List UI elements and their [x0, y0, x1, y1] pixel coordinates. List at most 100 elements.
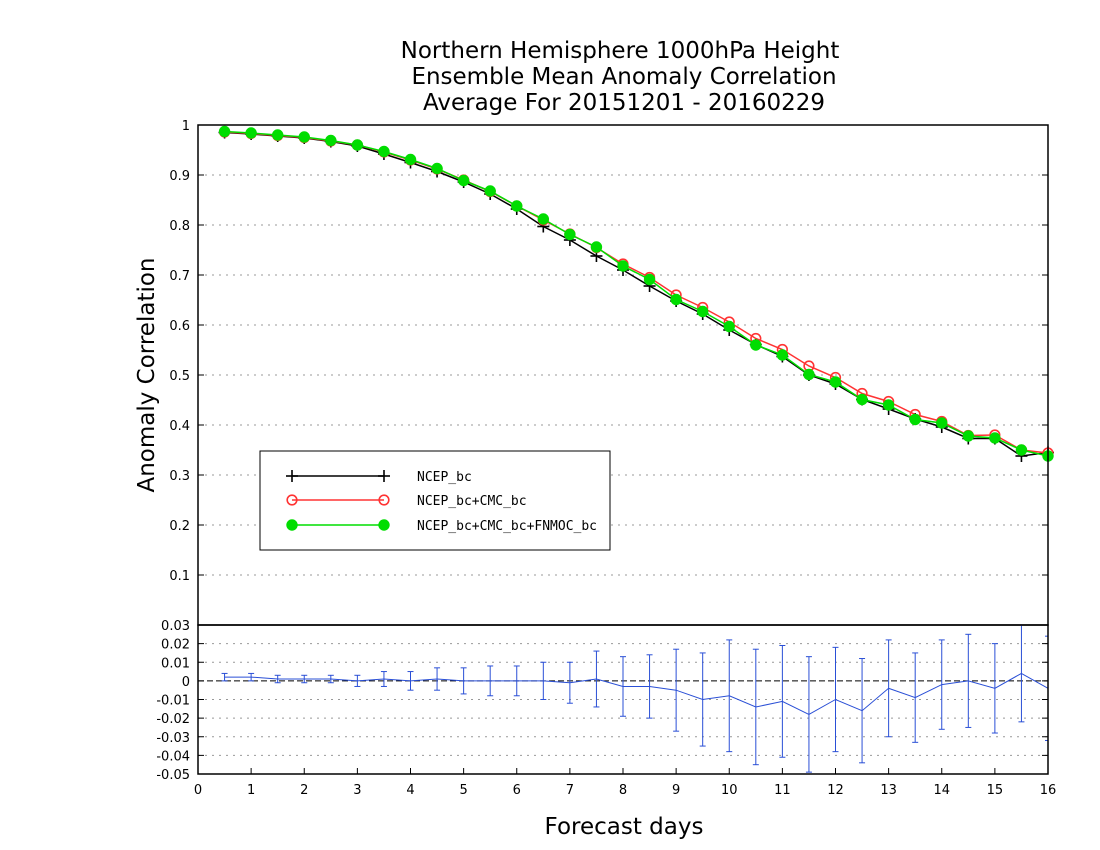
main-y-tick-label: 0.8	[169, 219, 190, 234]
x-tick-label: 13	[880, 783, 897, 798]
series-point	[351, 139, 364, 151]
series-point	[404, 153, 417, 166]
diff-error-bar	[380, 671, 387, 687]
legend-marker	[286, 470, 298, 482]
series-0	[218, 126, 1054, 462]
series-point	[723, 320, 735, 333]
x-tick-label: 10	[721, 783, 738, 798]
x-tick-label: 14	[933, 783, 950, 798]
legend-entry: NCEP_bc+CMC_bc	[286, 494, 527, 509]
diff-error-bar	[1045, 635, 1048, 741]
x-tick-label: 9	[672, 783, 680, 798]
main-series-group	[218, 125, 1054, 462]
legend-items: NCEP_bc NCEP_bc+CMC_bc NCEP_bc+CMC_bc+FNMO…	[286, 470, 597, 534]
diff-series-group	[221, 625, 1048, 773]
diff-error-bar	[620, 656, 626, 717]
diff-y-tick-label: -0.04	[156, 749, 190, 764]
series-point	[537, 213, 550, 225]
series-point	[670, 293, 682, 306]
diff-error-bar	[540, 661, 547, 700]
series-point	[564, 228, 576, 241]
series-point	[298, 131, 310, 143]
series-2	[218, 125, 1054, 462]
series-line	[224, 130, 1049, 457]
diff-y-tick-label: 0.01	[161, 656, 190, 671]
main-y-tick-label: 0.4	[169, 419, 190, 434]
title-line-1: Northern Hemisphere 1000hPa Height	[401, 38, 840, 64]
main-plot-area: 0.1 0.2 0.3 0.4 0.5 0.6 0.7 0.8 0.9 1 Anomaly Cor…	[134, 119, 1054, 626]
legend-marker	[286, 494, 298, 506]
diff-error-bar	[912, 652, 919, 743]
diff-y-tick-label: -0.02	[156, 712, 190, 727]
series-point	[457, 174, 470, 187]
diff-y-tick-label: 0.02	[161, 638, 190, 653]
x-tick-label: 5	[459, 783, 467, 798]
main-y-tick-label: 0.3	[169, 469, 190, 484]
legend: NCEP_bc NCEP_bc+CMC_bc NCEP_bc+CMC_bc+FNMO…	[259, 450, 611, 551]
x-tick-label: 3	[353, 783, 361, 798]
main-y-ticks: 0.1 0.2 0.3 0.4 0.5 0.6 0.7 0.8 0.9 1	[169, 119, 1048, 584]
diff-y-tick-label: -0.01	[156, 694, 190, 709]
series-point	[325, 134, 337, 147]
main-y-tick-label: 0.6	[169, 319, 190, 334]
title-line-2: Ensemble Mean Anomaly Correlation	[411, 64, 836, 90]
diff-error-bar	[434, 667, 441, 691]
diff-error-bar	[1018, 625, 1025, 723]
series-point	[617, 260, 629, 272]
diff-y-tick-label: 0	[182, 675, 190, 690]
series-point	[245, 127, 257, 139]
diff-error-bar	[487, 665, 494, 697]
main-y-tick-label: 0.1	[169, 569, 190, 584]
series-point	[431, 162, 443, 175]
legend-label: NCEP_bc+CMC_bc	[417, 494, 527, 509]
diff-error-bar	[699, 652, 706, 747]
diff-error-bar	[327, 674, 334, 684]
series-line	[224, 131, 1049, 457]
diff-error-bar	[566, 661, 573, 704]
diff-error-bar	[938, 639, 945, 730]
legend-marker	[378, 519, 390, 531]
diff-series	[221, 625, 1048, 773]
series-point	[484, 185, 496, 197]
series-point	[218, 125, 231, 138]
diff-error-bar	[221, 672, 228, 682]
series-point	[271, 129, 284, 141]
legend-label: NCEP_bc+CMC_bc+FNMOC_bc	[417, 519, 597, 534]
diff-error-bar	[301, 674, 308, 684]
series-point	[909, 413, 921, 426]
diff-error-bar	[779, 644, 786, 758]
diff-line	[224, 672, 1048, 715]
series-point	[882, 399, 895, 411]
y-axis-title: Anomaly Correlation	[134, 257, 160, 492]
diff-error-bar	[832, 646, 839, 753]
x-tick-label: 7	[566, 783, 574, 798]
series-point	[511, 200, 523, 212]
diff-error-bar	[274, 674, 281, 684]
diff-error-bar	[805, 656, 812, 773]
x-tick-label: 6	[513, 783, 521, 798]
series-point	[590, 241, 603, 253]
legend-marker	[378, 470, 390, 482]
x-tick-label: 8	[619, 783, 627, 798]
series-point	[750, 339, 762, 351]
series-point	[378, 145, 390, 158]
legend-entry: NCEP_bc	[286, 470, 472, 485]
diff-y-ticks: 0.03 0.02 0.01 0 -0.01 -0.02 -0.03 -0.04 -0.05	[156, 619, 1048, 783]
diff-error-bar	[407, 671, 414, 691]
diff-error-bar	[726, 639, 733, 753]
x-tick-label: 2	[300, 783, 308, 798]
x-tick-label: 16	[1040, 783, 1057, 798]
difference-panel: 0.03 0.02 0.01 0 -0.01 -0.02 -0.03 -0.04 -0.05	[156, 619, 1049, 783]
diff-y-tick-label: -0.05	[156, 768, 190, 783]
main-y-tick-label: 0.7	[169, 269, 190, 284]
diff-y-tick-label: -0.03	[156, 731, 190, 746]
diff-error-bar	[885, 639, 892, 738]
main-y-tick-label: 1	[182, 119, 190, 134]
x-tick-label: 12	[827, 783, 844, 798]
diff-error-bar	[673, 648, 680, 732]
series-1	[218, 126, 1054, 459]
diff-error-bar	[752, 648, 759, 766]
diff-error-bar	[965, 633, 972, 728]
main-y-tick-label: 0.2	[169, 519, 190, 534]
